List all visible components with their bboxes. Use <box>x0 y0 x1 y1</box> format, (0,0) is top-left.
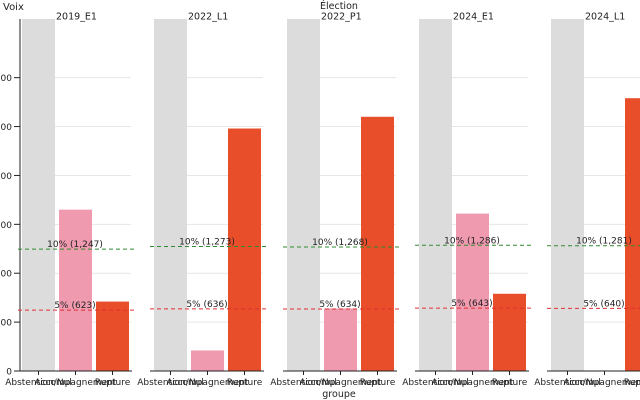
facets: 2019_E1 10% (1,247) 5% (623) Abstention/Nul… <box>5 12 640 388</box>
y-axis-label: Voix <box>3 2 24 13</box>
y-tick-label: 0 <box>6 368 12 378</box>
ref5-label: 5% (623) <box>54 301 95 311</box>
facet-2024_E1: 2024_E1 10% (1,286) 5% (643) Abstention/Nul… <box>402 12 531 388</box>
x-tick-label: Abstention/Nul <box>534 378 601 388</box>
y-tick-label: 2500 <box>0 123 12 133</box>
bar-2022_L1-0 <box>154 19 187 371</box>
x-tick-label: Accompagnement <box>300 378 382 388</box>
bar-2024_L1-2 <box>625 98 640 371</box>
y-tick-label: 1000 <box>0 270 12 280</box>
x-tick-label: Rupture <box>95 378 131 388</box>
facet-title: 2024_L1 <box>585 12 625 23</box>
x-tick-label: Abstention/Nul <box>137 378 204 388</box>
bar-2024_L1-0 <box>551 19 584 371</box>
bar-2024_E1-2 <box>493 293 526 371</box>
y-tick-label: 2000 <box>0 172 12 182</box>
bar-2019_E1-2 <box>96 301 129 371</box>
ref5-label: 5% (634) <box>319 300 360 310</box>
facet-title: 2024_E1 <box>453 12 494 23</box>
bar-2022_P1-0 <box>287 19 320 371</box>
facet-header: Élection <box>320 0 358 12</box>
x-tick-label: Accompagnement <box>35 378 117 388</box>
x-tick-label: Rupture <box>227 378 263 388</box>
bar-2019_E1-1 <box>59 209 92 371</box>
facet-2019_E1: 2019_E1 10% (1,247) 5% (623) Abstention/Nul… <box>5 12 134 388</box>
x-tick-label: Rupture <box>492 378 528 388</box>
x-tick-label: Abstention/Nul <box>270 378 337 388</box>
ref5-label: 5% (636) <box>186 300 227 310</box>
x-tick-label: Rupture <box>624 378 640 388</box>
ref10-label: 10% (1,281) <box>576 237 632 247</box>
y-tick-label: 500 <box>0 319 12 329</box>
ref10-label: 10% (1,273) <box>179 238 235 248</box>
bar-2022_L1-2 <box>228 128 261 371</box>
x-tick-label: Rupture <box>360 378 396 388</box>
facet-title: 2019_E1 <box>56 12 97 23</box>
bar-2022_P1-2 <box>361 116 394 372</box>
y-tick-label: 3000 <box>0 74 12 84</box>
facet-title: 2022_P1 <box>321 12 362 23</box>
ref10-label: 10% (1,268) <box>312 238 368 248</box>
bar-2019_E1-0 <box>22 19 55 371</box>
bar-2024_E1-1 <box>456 213 489 371</box>
x-tick-label: Accompagnement <box>167 378 249 388</box>
y-axis: 0 500 1000 1500 2000 2500 3000 <box>0 19 21 378</box>
bar-2024_E1-0 <box>419 19 452 371</box>
facet-2022_P1: 2022_P1 10% (1,268) 5% (634) Abstention/Nul… <box>270 12 399 388</box>
ref10-label: 10% (1,286) <box>444 236 500 246</box>
facet-2022_L1: 2022_L1 10% (1,273) 5% (636) Abstention/Nul… <box>137 12 266 388</box>
x-tick-label: Abstention/Nul <box>5 378 72 388</box>
ref5-label: 5% (643) <box>451 299 492 309</box>
ref10-label: 10% (1,247) <box>47 240 103 250</box>
bar-2022_L1-1 <box>191 350 224 371</box>
x-tick-label: Accompagnement <box>432 378 514 388</box>
facet-2024_L1: 2024_L1 10% (1,281) 5% (640) Abstention/Nul… <box>534 12 640 388</box>
x-axis-label: groupe <box>322 389 356 400</box>
x-tick-label: Abstention/Nul <box>402 378 469 388</box>
facet-title: 2022_L1 <box>188 12 228 23</box>
ref5-label: 5% (640) <box>583 299 624 309</box>
x-tick-label: Accompagnement <box>564 378 640 388</box>
y-tick-label: 1500 <box>0 221 12 231</box>
bar-2022_P1-1 <box>324 308 357 371</box>
